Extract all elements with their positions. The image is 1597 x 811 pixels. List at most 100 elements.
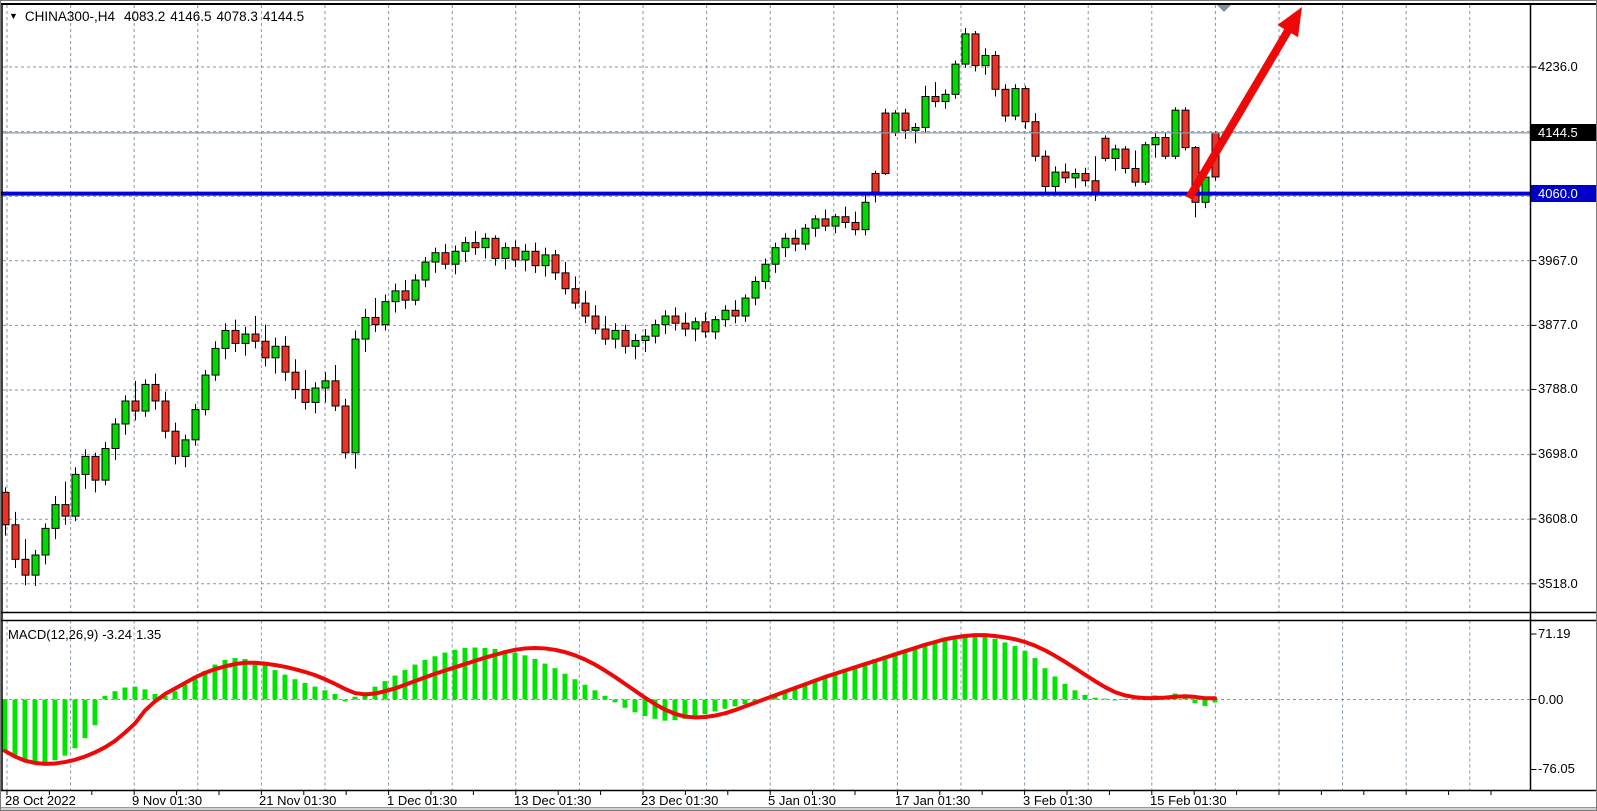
trend-arrow-line[interactable] <box>1185 23 1295 201</box>
candle <box>901 112 910 131</box>
candle <box>1181 109 1190 149</box>
macd-bar <box>1202 699 1208 706</box>
macd-bar <box>802 683 808 700</box>
macd-bar <box>872 659 878 700</box>
macd-bar <box>292 679 298 700</box>
candle <box>461 242 470 252</box>
candle <box>791 237 800 245</box>
candle <box>571 288 580 304</box>
trend-arrow-head[interactable] <box>1277 7 1302 38</box>
macd-bar <box>342 699 348 702</box>
candle <box>911 126 920 131</box>
candle <box>291 371 300 390</box>
macd-bar <box>222 659 228 700</box>
candle <box>221 329 230 349</box>
price-tick-label: 3608.0 <box>1538 511 1578 527</box>
candle <box>821 218 830 227</box>
macd-bar <box>1112 699 1118 701</box>
candle <box>111 423 120 449</box>
candle <box>1 491 10 526</box>
time-tick-label: 23 Dec 01:30 <box>641 793 719 808</box>
chart-shift-marker-icon[interactable] <box>1217 5 1231 12</box>
candle <box>101 447 110 481</box>
macd-name: MACD(12,26,9) <box>8 627 99 642</box>
candle <box>261 340 270 359</box>
candle <box>391 290 400 303</box>
candle <box>131 400 140 412</box>
macd-bar <box>202 670 208 700</box>
macd-bar <box>62 699 68 756</box>
chart-title: ▼ CHINA300-,H4 4083.2 4146.5 4078.3 4144.5 <box>9 9 304 24</box>
macd-tick-label: -76.05 <box>1538 761 1575 777</box>
macd-bar <box>122 687 128 700</box>
macd-bar <box>22 699 28 762</box>
candle <box>1161 137 1170 157</box>
candle <box>121 400 130 425</box>
macd-bar <box>522 655 528 700</box>
macd-signal-line <box>3 633 1217 766</box>
macd-bar <box>1092 697 1098 700</box>
macd-bar <box>932 641 938 700</box>
macd-bar <box>782 691 788 700</box>
quote-low: 4078.3 <box>216 9 258 24</box>
candle <box>741 297 750 317</box>
macd-bar <box>822 676 828 700</box>
candle <box>851 221 860 231</box>
candle <box>331 380 340 407</box>
macd-bar <box>882 655 888 700</box>
candle <box>551 254 560 274</box>
macd-bar <box>972 634 978 700</box>
time-tick-label: 28 Oct 2022 <box>5 793 76 808</box>
candle <box>811 218 820 229</box>
macd-bar <box>722 699 728 709</box>
macd-bar <box>1012 646 1018 700</box>
candle <box>921 96 930 128</box>
macd-bar <box>682 699 688 719</box>
candle <box>891 112 900 133</box>
price-tick-label: 3698.0 <box>1538 446 1578 462</box>
macd-bar <box>82 699 88 739</box>
macd-bar <box>252 661 258 700</box>
candle <box>1111 148 1120 159</box>
macd-bar <box>742 699 748 705</box>
macd-bar <box>262 665 268 700</box>
candle <box>541 254 550 267</box>
candle <box>601 328 610 340</box>
macd-bar <box>72 699 78 749</box>
candle <box>341 405 350 454</box>
macd-bar <box>312 686 318 700</box>
candle <box>561 272 570 290</box>
macd-bar <box>632 699 638 713</box>
candle <box>451 250 460 265</box>
candle <box>1021 88 1030 123</box>
time-tick-label: 17 Jan 01:30 <box>895 793 971 808</box>
macd-bar <box>472 647 478 700</box>
candle <box>711 319 720 333</box>
macd-bar <box>492 648 498 700</box>
candle <box>611 329 620 340</box>
candle <box>781 237 790 249</box>
candle <box>81 455 90 475</box>
macd-bar <box>442 652 448 700</box>
macd-bar <box>1042 668 1048 700</box>
candle <box>521 250 530 261</box>
macd-bar <box>652 699 658 719</box>
symbol-period-label: CHINA300-,H4 <box>24 9 115 24</box>
candle <box>471 242 480 249</box>
macd-bar <box>2 699 8 752</box>
macd-bar <box>102 695 108 700</box>
macd-bar <box>462 647 468 700</box>
candle <box>91 455 100 481</box>
candle <box>371 316 380 326</box>
candle <box>721 309 730 321</box>
symbol-dropdown-icon[interactable]: ▼ <box>9 11 18 21</box>
candle <box>831 216 840 227</box>
candle <box>701 321 710 333</box>
time-tick-label: 3 Feb 01:30 <box>1023 793 1093 808</box>
macd-bar <box>1002 642 1008 700</box>
candle <box>401 290 410 301</box>
quote-high: 4146.5 <box>170 9 212 24</box>
macd-tick-label: 71.19 <box>1538 626 1571 641</box>
macd-bar <box>642 699 648 717</box>
